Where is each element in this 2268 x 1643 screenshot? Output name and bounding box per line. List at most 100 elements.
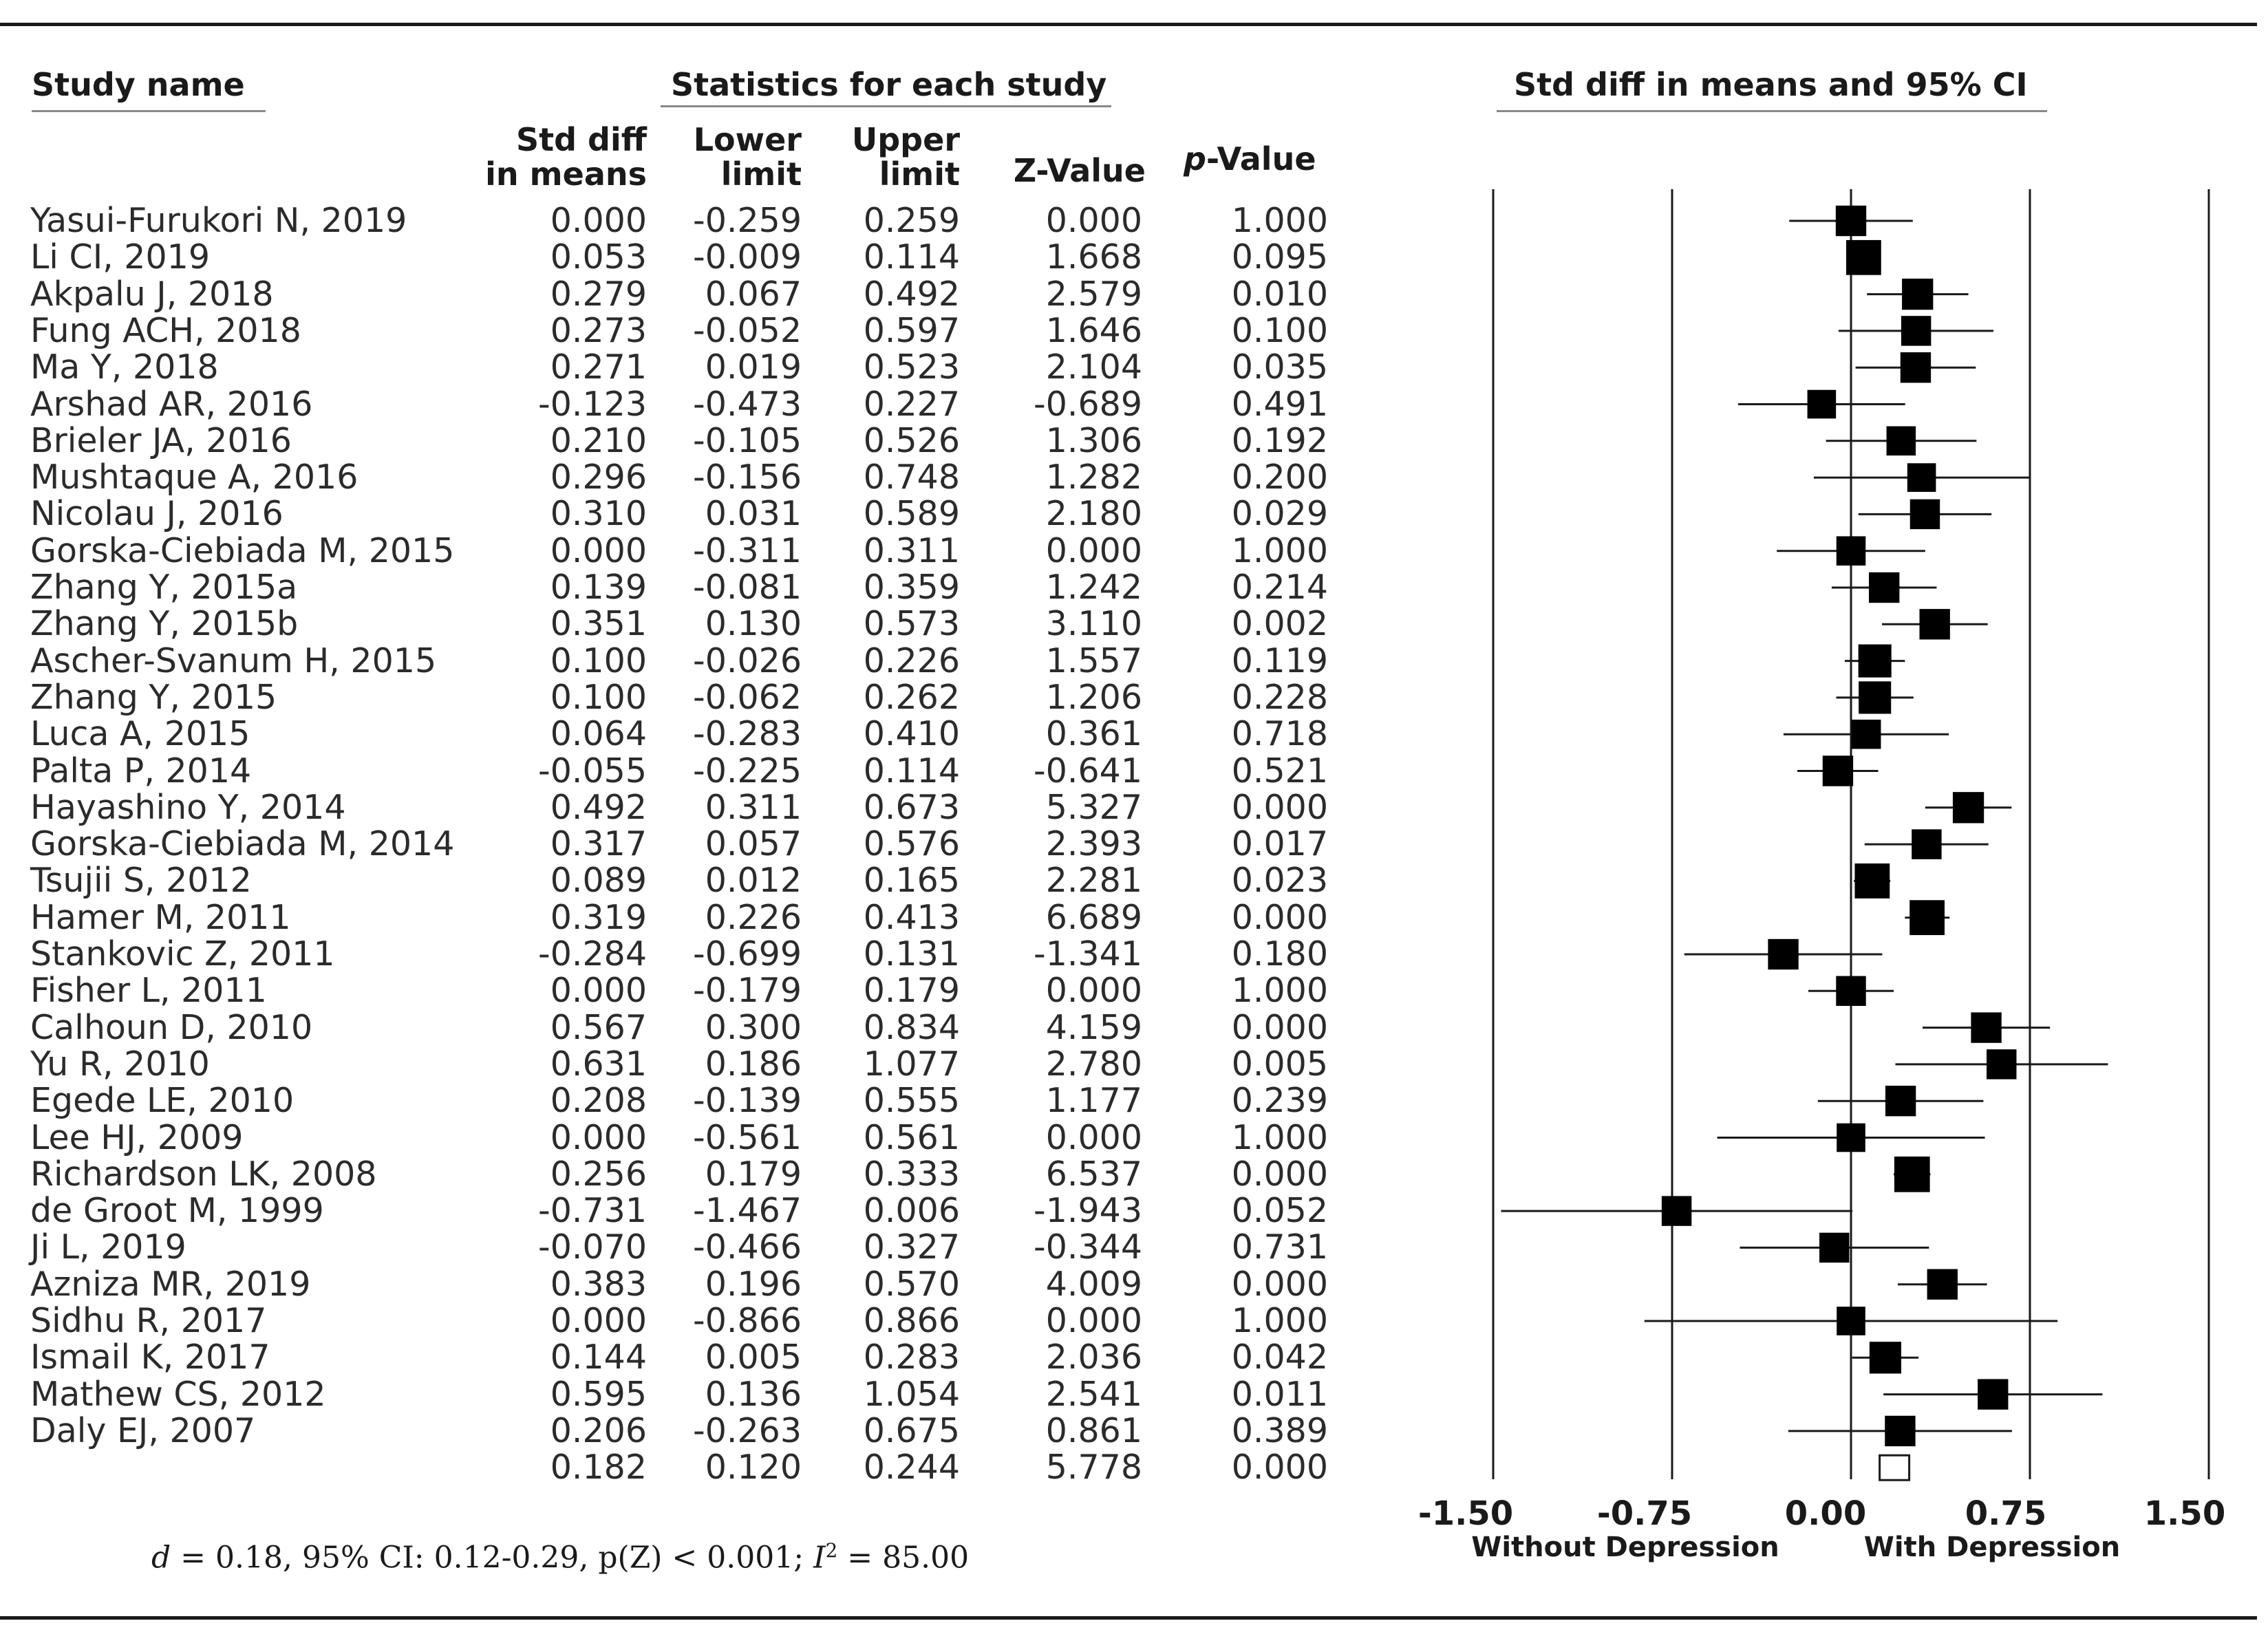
plot-title-underline [1497, 110, 2047, 112]
sdm-cell: 0.064 [550, 714, 647, 754]
sdm-cell: 0.492 [550, 787, 647, 827]
sdm-cell: 0.000 [550, 1117, 647, 1157]
summary-upper-cell: 0.244 [863, 1448, 960, 1488]
upper-cell: 0.748 [863, 458, 960, 497]
effect-marker [1971, 1012, 2002, 1043]
p-cell: 0.180 [1231, 934, 1328, 974]
upper-cell: 0.327 [863, 1227, 960, 1267]
upper-cell: 0.179 [863, 971, 960, 1011]
sdm-cell: 0.351 [550, 604, 647, 644]
upper-cell: 1.054 [863, 1374, 960, 1414]
lower-cell: -0.009 [693, 237, 802, 277]
p-cell: 0.731 [1231, 1227, 1328, 1267]
effect-marker [1661, 1196, 1692, 1226]
upper-cell: 0.262 [863, 677, 960, 717]
sdm-cell: 0.271 [550, 347, 647, 387]
sdm-cell: -0.731 [538, 1191, 647, 1231]
lower-cell: -0.263 [693, 1410, 802, 1450]
z-cell: 5.327 [1045, 787, 1142, 827]
lower-cell: 0.005 [705, 1338, 802, 1377]
study-name-cell: Daly EJ, 2007 [30, 1410, 256, 1450]
z-cell: 3.110 [1045, 604, 1142, 644]
summary-z-cell: 5.778 [1045, 1448, 1142, 1488]
study-name-cell: Calhoun D, 2010 [30, 1007, 313, 1047]
effect-marker [1851, 719, 1881, 749]
lower-cell: -0.105 [693, 420, 802, 460]
upper-limit-header: Upper limit [802, 122, 960, 191]
p-cell: 1.000 [1231, 1301, 1328, 1340]
sdm-cell: 0.144 [550, 1338, 647, 1377]
lower-cell: 0.012 [705, 861, 802, 901]
upper-cell: 0.597 [863, 310, 960, 350]
upper-cell: 0.359 [863, 568, 960, 607]
lower-cell: 0.196 [705, 1264, 802, 1304]
upper-cell: 0.675 [863, 1410, 960, 1450]
study-name-cell: Ma Y, 2018 [30, 347, 219, 387]
z-cell: 1.242 [1045, 568, 1142, 607]
effect-marker [1978, 1379, 2009, 1410]
lower-cell: 0.019 [705, 347, 802, 387]
upper-cell: 0.226 [863, 641, 960, 680]
z-cell: 1.177 [1045, 1081, 1142, 1121]
upper-cell: 0.006 [863, 1191, 960, 1231]
sdm-cell: 0.273 [550, 310, 647, 350]
p-value-header: p-Value [1184, 142, 1349, 176]
footnote-i-sup: 2 [825, 1539, 838, 1562]
p-cell: 0.011 [1231, 1374, 1328, 1414]
sdm-cell: 0.139 [550, 568, 647, 607]
study-name-cell: Arshad AR, 2016 [30, 384, 313, 424]
p-cell: 0.718 [1231, 714, 1328, 754]
p-cell: 0.052 [1231, 1191, 1328, 1231]
p-cell: 1.000 [1231, 530, 1328, 570]
z-cell: 2.541 [1045, 1374, 1142, 1414]
sdm-cell: 0.317 [550, 824, 647, 864]
x-tick-label: -1.50 [1418, 1494, 1514, 1533]
footnote-i-symbol: I [813, 1540, 826, 1576]
sdm-cell: 0.279 [550, 274, 647, 314]
lower-cell: 0.067 [705, 274, 802, 314]
study-name-cell: Ascher-Svanum H, 2015 [30, 641, 437, 680]
lower-cell: -0.466 [693, 1227, 802, 1267]
z-cell: 1.646 [1045, 310, 1142, 350]
sdm-cell: 0.100 [550, 677, 647, 717]
study-name-cell: de Groot M, 1999 [30, 1191, 324, 1231]
upper-cell: 0.834 [863, 1007, 960, 1047]
study-name-cell: Hamer M, 2011 [30, 897, 291, 937]
study-name-cell: Nicolau J, 2016 [30, 494, 284, 534]
study-name-cell: Ismail K, 2017 [30, 1338, 270, 1377]
sdm-cell: -0.070 [538, 1227, 647, 1267]
std-diff-header-line2: in means [485, 155, 647, 193]
z-cell: 0.361 [1045, 714, 1142, 754]
upper-cell: 0.573 [863, 604, 960, 644]
study-name-header: Study name [32, 66, 245, 103]
p-cell: 0.389 [1231, 1410, 1328, 1450]
sdm-cell: 0.053 [550, 237, 647, 277]
z-cell: 6.537 [1045, 1154, 1142, 1194]
p-cell: 0.017 [1231, 824, 1328, 864]
effect-marker [1835, 205, 1867, 237]
upper-cell: 0.866 [863, 1301, 960, 1340]
study-name-cell: Richardson LK, 2008 [30, 1154, 377, 1194]
p-cell: 0.010 [1231, 274, 1328, 314]
z-cell: -0.689 [1034, 384, 1142, 424]
p-cell: 0.491 [1231, 384, 1328, 424]
z-cell: 1.206 [1045, 677, 1142, 717]
p-cell: 0.228 [1231, 677, 1328, 717]
p-cell: 0.023 [1231, 861, 1328, 901]
sdm-cell: 0.210 [550, 420, 647, 460]
lower-cell: -0.473 [693, 384, 802, 424]
z-cell: 1.668 [1045, 237, 1142, 277]
lower-cell: 0.179 [705, 1154, 802, 1194]
upper-cell: 0.526 [863, 420, 960, 460]
summary-footnote: d = 0.18, 95% CI: 0.12-0.29, p(Z) < 0.00… [151, 1539, 969, 1576]
effect-marker [1900, 352, 1932, 383]
study-name-cell: Azniza MR, 2019 [30, 1264, 311, 1304]
effect-marker [1987, 1049, 2017, 1080]
upper-cell: 0.227 [863, 384, 960, 424]
study-name-cell: Lee HJ, 2009 [30, 1117, 244, 1157]
sdm-cell: 0.208 [550, 1081, 647, 1121]
effect-marker [1836, 536, 1866, 566]
p-cell: 0.000 [1231, 897, 1328, 937]
p-cell: 0.000 [1231, 1154, 1328, 1194]
